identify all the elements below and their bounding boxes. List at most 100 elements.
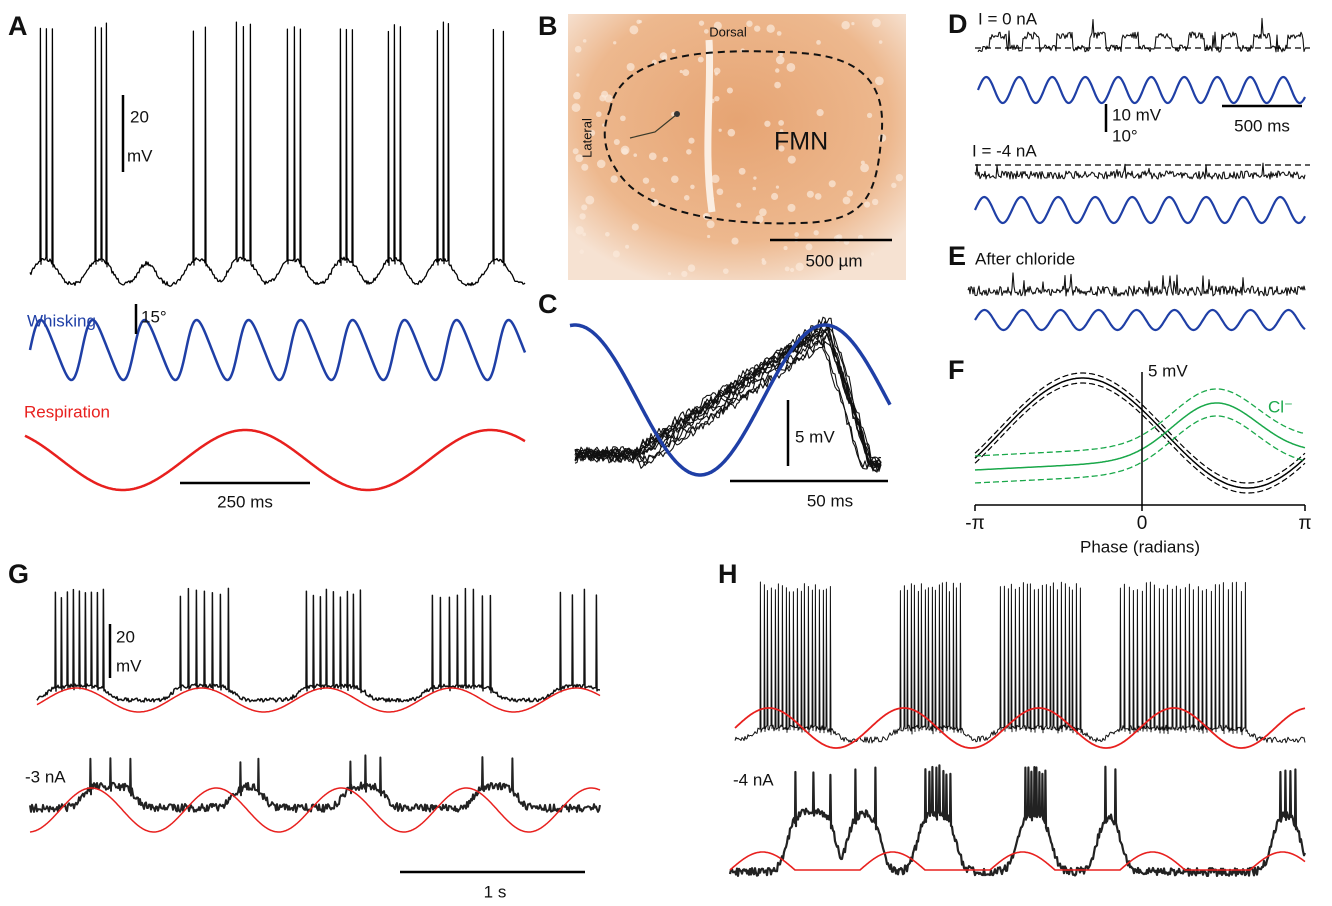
image-texture: [775, 68, 780, 73]
image-texture: [613, 41, 617, 45]
image-texture: [601, 90, 609, 98]
trace: [574, 326, 882, 465]
trace: [574, 330, 882, 471]
trace: [29, 787, 601, 833]
image-texture: [633, 153, 638, 157]
condition-label: I = -4 nA: [972, 141, 1037, 160]
image-texture: [727, 128, 736, 137]
image-texture: [612, 250, 620, 258]
image-texture: [585, 195, 595, 205]
trace: [974, 308, 1306, 332]
neuron: [674, 111, 680, 117]
image-texture: [851, 22, 855, 26]
image-texture: [648, 152, 657, 161]
image-texture: [631, 223, 639, 231]
image-texture: [581, 204, 588, 211]
orientation-label: Lateral: [579, 118, 594, 158]
condition-label: I = 0 nA: [978, 9, 1038, 28]
image-texture: [787, 203, 796, 212]
image-texture: [806, 190, 814, 198]
scale-label: 10°: [1112, 126, 1138, 145]
image-texture: [716, 188, 724, 196]
image-texture: [860, 163, 869, 173]
trace: [734, 581, 1306, 744]
trace: [974, 415, 1306, 484]
trace: [973, 195, 1306, 225]
image-texture: [713, 21, 722, 30]
trace: [974, 372, 1306, 484]
trace: [28, 318, 527, 382]
image-texture: [846, 190, 854, 197]
image-texture: [626, 63, 635, 72]
panel-label: F: [948, 355, 965, 385]
trace-label: Whisking: [27, 311, 96, 330]
traces: [24, 17, 1307, 878]
scale-label: mV: [116, 656, 142, 675]
image-texture: [703, 29, 709, 34]
image-texture: [576, 73, 580, 77]
trace: [974, 377, 1306, 489]
image-texture: [878, 40, 883, 44]
scale-label: 1 s: [484, 882, 507, 901]
image-texture: [625, 244, 630, 249]
image-texture: [581, 163, 589, 171]
x-tick-label: π: [1298, 513, 1311, 534]
scale-label: 50 ms: [807, 491, 853, 510]
trace: [729, 851, 1306, 871]
image-texture: [891, 182, 897, 189]
image-texture: [605, 231, 610, 237]
image-texture: [746, 20, 753, 27]
trace: [36, 687, 601, 713]
image-texture: [629, 25, 639, 35]
image-texture: [687, 264, 696, 272]
image-texture: [650, 187, 656, 193]
image-texture: [706, 220, 715, 229]
image-texture: [683, 194, 690, 201]
image-texture: [842, 196, 851, 205]
image-texture: [754, 25, 761, 32]
image-texture: [595, 111, 602, 118]
condition-label: After chloride: [975, 249, 1075, 268]
image-texture: [596, 159, 606, 169]
image-texture: [766, 24, 775, 33]
image-texture: [787, 155, 796, 164]
image-texture: [579, 213, 586, 220]
image-texture: [579, 249, 584, 255]
image-texture: [771, 192, 779, 201]
image-texture: [813, 256, 821, 263]
image-texture: [841, 20, 850, 30]
image-texture: [775, 55, 785, 65]
image-texture: [610, 175, 618, 183]
image-texture: [667, 272, 672, 276]
image-texture: [582, 232, 587, 237]
trace: [974, 388, 1306, 457]
image-texture: [573, 91, 581, 100]
image-texture: [828, 180, 836, 188]
trace: [974, 382, 1306, 494]
scale-label: 500 µm: [805, 251, 862, 270]
image-texture: [574, 45, 582, 53]
image-texture: [704, 39, 716, 213]
image-texture: [671, 48, 676, 54]
image-texture: [806, 255, 814, 263]
image-texture: [642, 177, 650, 184]
image-texture: [697, 56, 704, 63]
image-texture: [661, 55, 668, 61]
image-texture: [814, 193, 822, 200]
orientation-label: Dorsal: [709, 24, 747, 39]
scale-label: 5 mV: [795, 427, 835, 446]
panel-label: D: [948, 9, 968, 39]
image-texture: [662, 156, 668, 163]
image-texture: [872, 18, 881, 28]
x-axis-title: Phase (radians): [1080, 537, 1200, 556]
image-texture: [784, 266, 790, 272]
image-texture: [860, 160, 865, 165]
nucleus-outline: [603, 50, 884, 225]
trace-label: Respiration: [24, 402, 110, 421]
image-texture: [752, 186, 757, 191]
image-texture: [736, 202, 742, 208]
image-texture: [620, 115, 626, 122]
trace: [974, 402, 1306, 471]
scale-label: 20: [116, 627, 135, 646]
